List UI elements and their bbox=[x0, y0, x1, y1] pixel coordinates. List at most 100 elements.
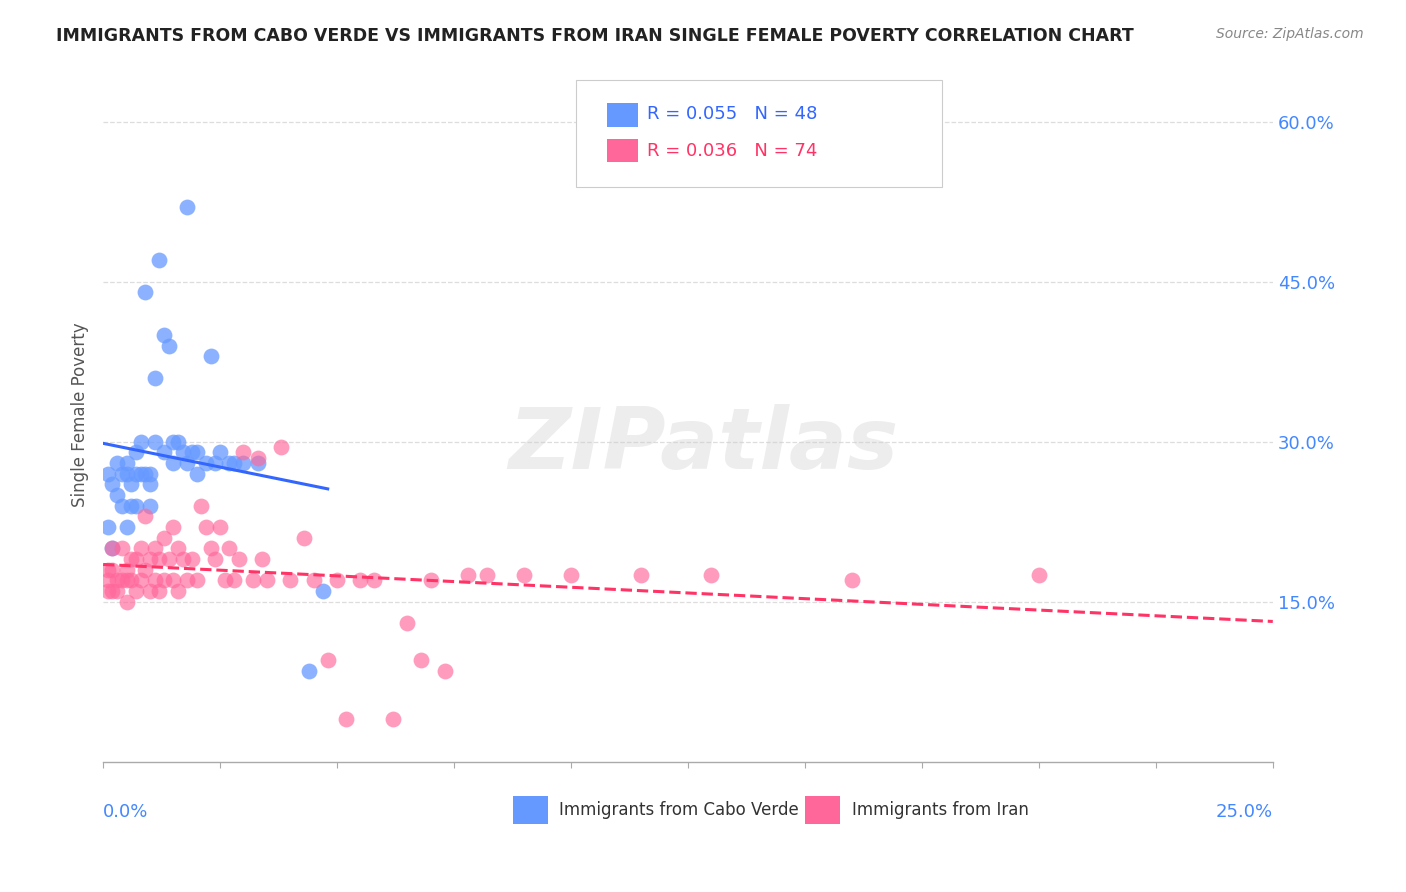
Point bbox=[139, 552, 162, 566]
Text: Immigrants from Iran: Immigrants from Iran bbox=[852, 801, 1029, 819]
Point bbox=[125, 445, 148, 459]
Bar bbox=[513, 797, 547, 824]
Point bbox=[157, 339, 180, 353]
Point bbox=[139, 499, 162, 513]
Y-axis label: Single Female Poverty: Single Female Poverty bbox=[72, 323, 89, 508]
Point bbox=[335, 712, 357, 726]
Point bbox=[190, 499, 212, 513]
Point bbox=[97, 520, 120, 534]
Point bbox=[125, 499, 148, 513]
Point bbox=[115, 467, 138, 481]
Point bbox=[700, 568, 723, 582]
Point bbox=[101, 541, 124, 556]
Text: ZIPatlas: ZIPatlas bbox=[508, 404, 898, 488]
Point bbox=[129, 541, 152, 556]
Point bbox=[129, 574, 152, 588]
Text: R = 0.036   N = 74: R = 0.036 N = 74 bbox=[647, 142, 817, 160]
Point bbox=[411, 653, 433, 667]
Point bbox=[270, 440, 292, 454]
Point bbox=[214, 574, 236, 588]
Point bbox=[167, 541, 190, 556]
Point bbox=[396, 615, 419, 630]
Point bbox=[841, 574, 863, 588]
Point bbox=[115, 456, 138, 470]
Point bbox=[363, 574, 385, 588]
Point bbox=[172, 445, 194, 459]
Point bbox=[246, 456, 269, 470]
Point bbox=[101, 584, 124, 599]
Point bbox=[349, 574, 371, 588]
Point bbox=[162, 434, 184, 449]
Point bbox=[382, 712, 405, 726]
Point bbox=[120, 477, 142, 491]
Text: IMMIGRANTS FROM CABO VERDE VS IMMIGRANTS FROM IRAN SINGLE FEMALE POVERTY CORRELA: IMMIGRANTS FROM CABO VERDE VS IMMIGRANTS… bbox=[56, 27, 1135, 45]
Point bbox=[433, 664, 456, 678]
Point bbox=[200, 350, 222, 364]
Point bbox=[134, 285, 156, 300]
Point bbox=[200, 541, 222, 556]
Point bbox=[181, 445, 204, 459]
Point bbox=[115, 574, 138, 588]
Point bbox=[105, 456, 128, 470]
Point bbox=[204, 552, 226, 566]
Point bbox=[167, 434, 190, 449]
Point bbox=[97, 574, 120, 588]
Point bbox=[105, 584, 128, 599]
Point bbox=[176, 456, 198, 470]
Point bbox=[218, 541, 240, 556]
Point bbox=[120, 574, 142, 588]
Point bbox=[134, 563, 156, 577]
Point bbox=[115, 595, 138, 609]
Point bbox=[134, 467, 156, 481]
Point bbox=[242, 574, 264, 588]
Point bbox=[134, 509, 156, 524]
Point bbox=[97, 584, 120, 599]
Point bbox=[292, 531, 315, 545]
Point bbox=[162, 520, 184, 534]
Point bbox=[224, 574, 246, 588]
Point bbox=[111, 499, 134, 513]
Point bbox=[153, 328, 176, 343]
Point bbox=[302, 574, 325, 588]
Point bbox=[143, 541, 166, 556]
Point bbox=[105, 488, 128, 502]
Point bbox=[105, 574, 128, 588]
Point bbox=[162, 574, 184, 588]
Point bbox=[256, 574, 278, 588]
Point bbox=[186, 574, 208, 588]
Point bbox=[120, 499, 142, 513]
Point bbox=[101, 563, 124, 577]
Text: R = 0.055   N = 48: R = 0.055 N = 48 bbox=[647, 105, 817, 123]
Point bbox=[176, 200, 198, 214]
Bar bbox=[804, 797, 839, 824]
Point bbox=[125, 584, 148, 599]
Point bbox=[475, 568, 498, 582]
Point bbox=[125, 552, 148, 566]
Point bbox=[111, 541, 134, 556]
Point bbox=[129, 467, 152, 481]
Text: Source: ZipAtlas.com: Source: ZipAtlas.com bbox=[1216, 27, 1364, 41]
Point bbox=[153, 574, 176, 588]
Point bbox=[316, 653, 339, 667]
Point bbox=[232, 445, 254, 459]
Point bbox=[209, 520, 232, 534]
Point bbox=[115, 563, 138, 577]
Point bbox=[148, 552, 170, 566]
Point bbox=[115, 520, 138, 534]
Point bbox=[148, 253, 170, 268]
Point bbox=[228, 552, 250, 566]
Point bbox=[129, 434, 152, 449]
Point bbox=[148, 584, 170, 599]
Point bbox=[157, 552, 180, 566]
Point bbox=[419, 574, 441, 588]
Point bbox=[224, 456, 246, 470]
Point bbox=[167, 584, 190, 599]
Point bbox=[218, 456, 240, 470]
Point bbox=[204, 456, 226, 470]
Point bbox=[209, 445, 232, 459]
Point bbox=[139, 477, 162, 491]
Point bbox=[250, 552, 273, 566]
Point bbox=[143, 371, 166, 385]
Point bbox=[111, 467, 134, 481]
Text: 0.0%: 0.0% bbox=[103, 804, 149, 822]
